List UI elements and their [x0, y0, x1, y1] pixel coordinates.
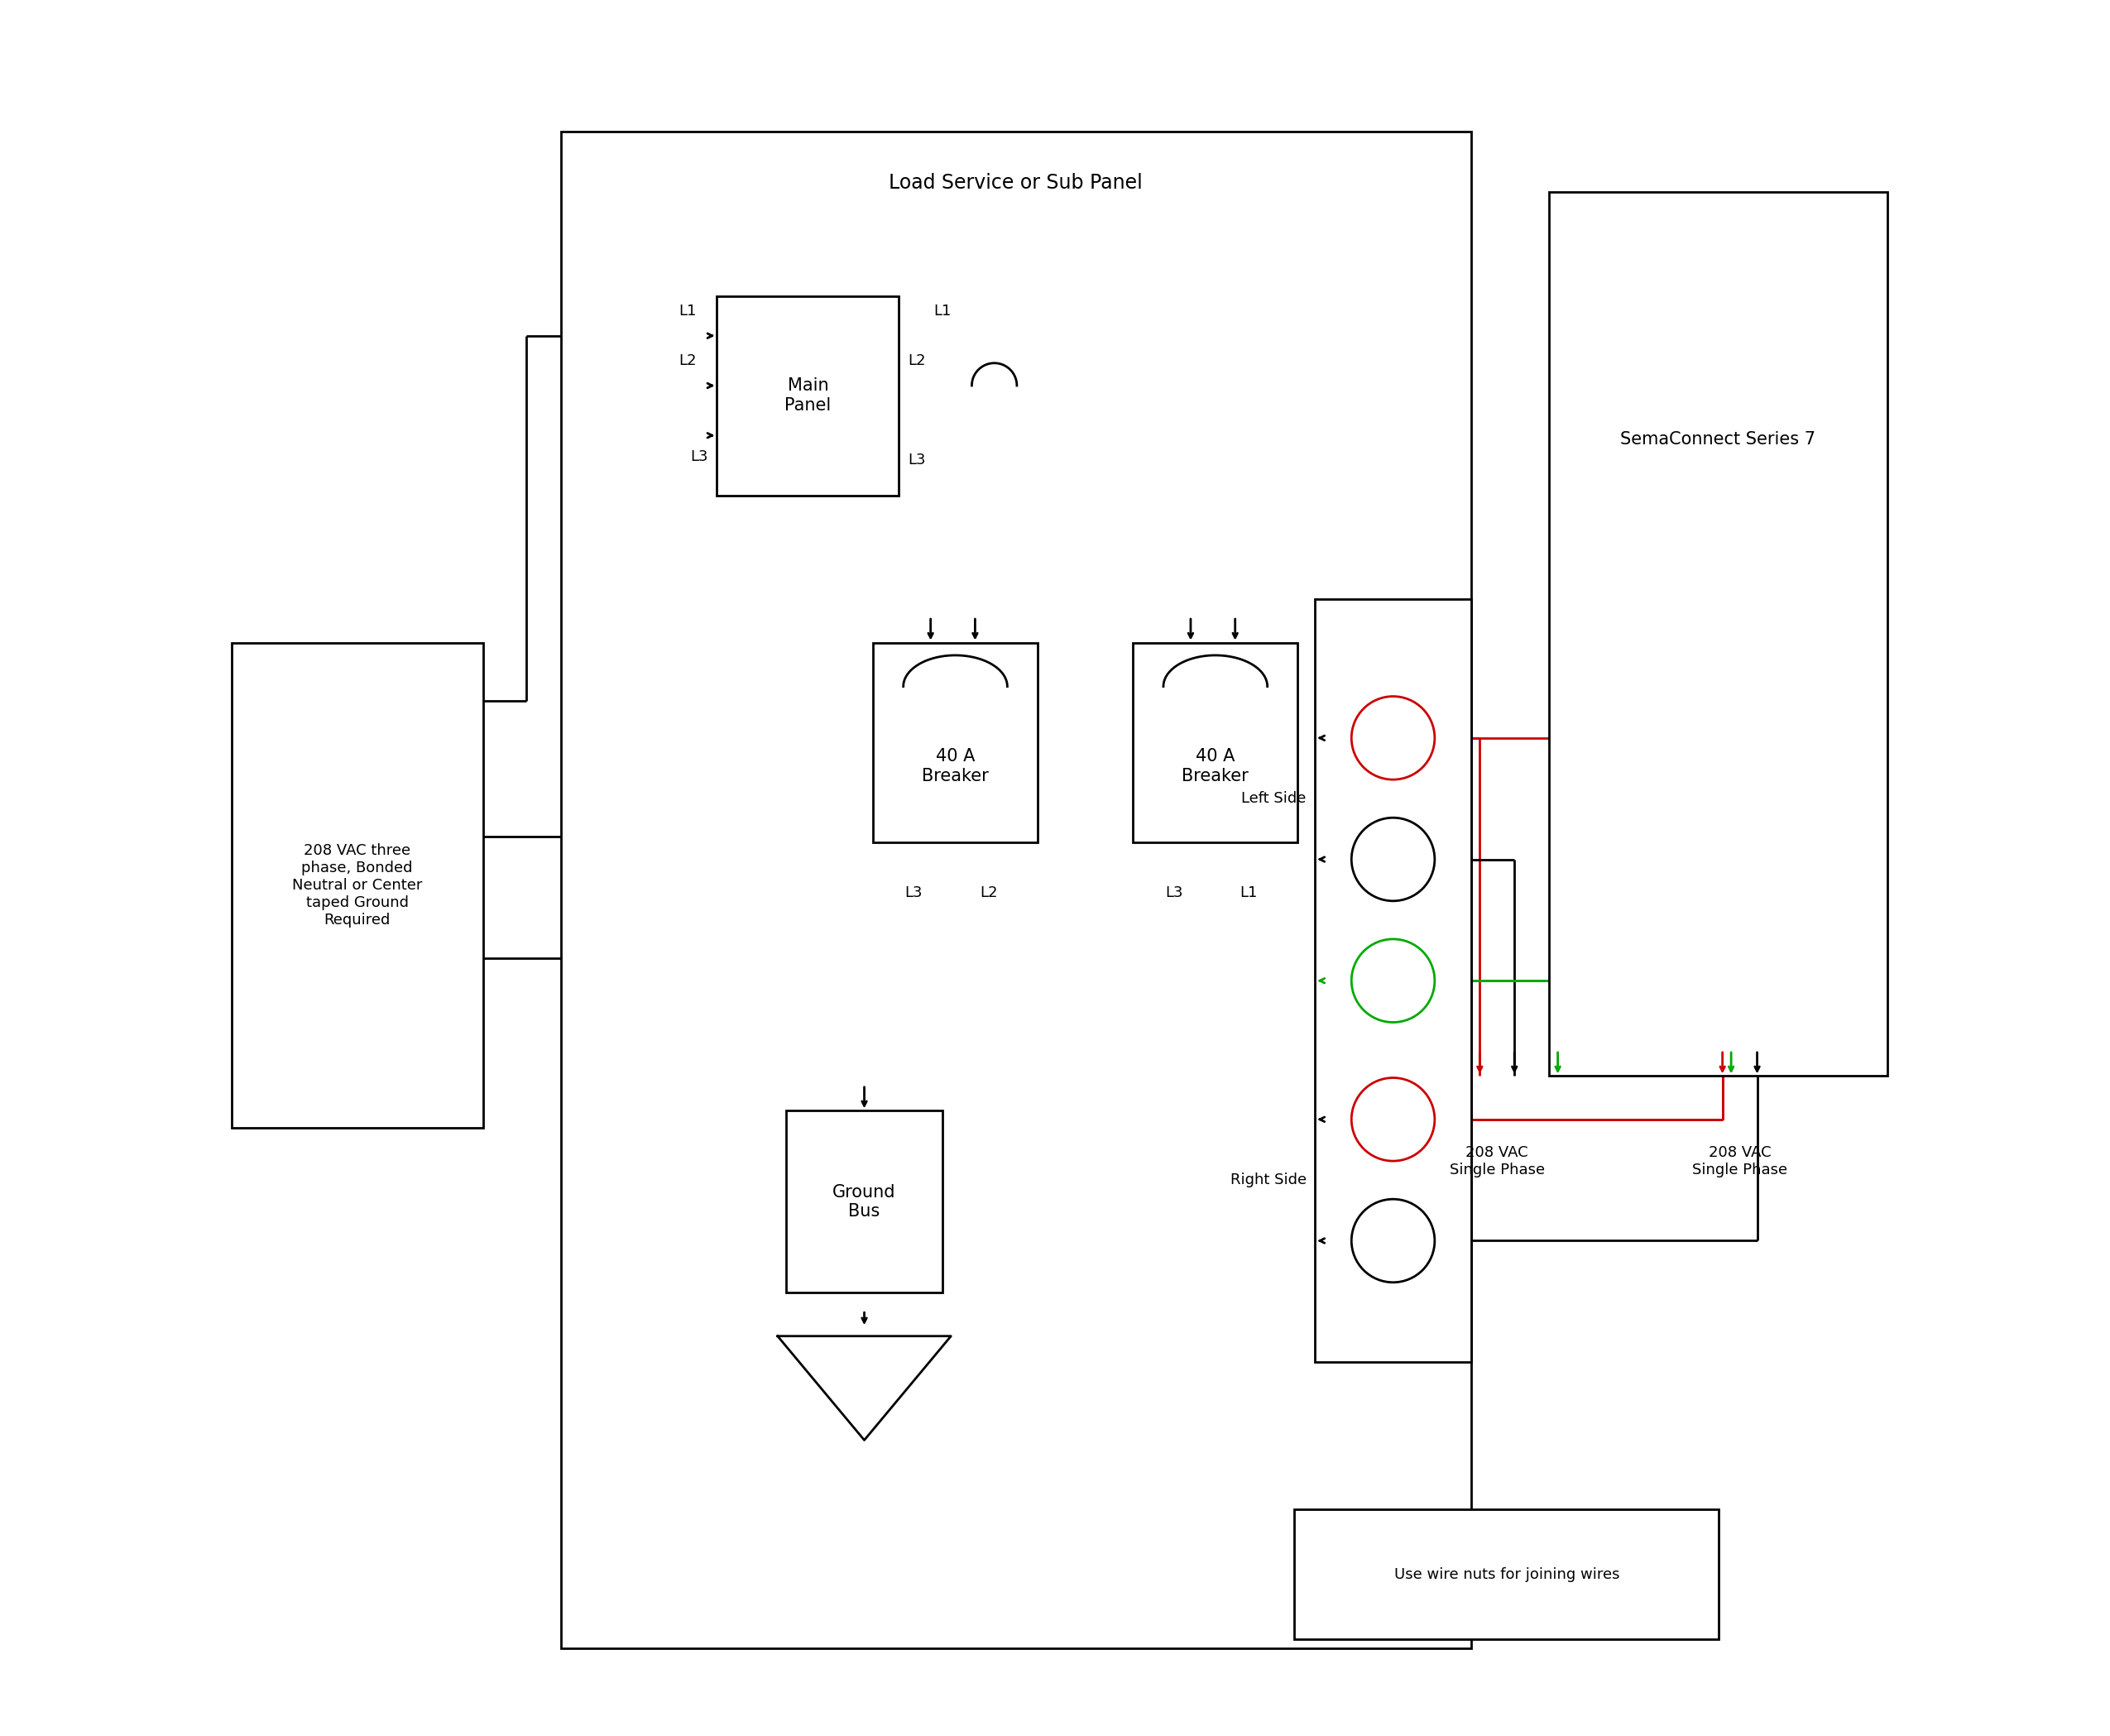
Text: L3: L3 [690, 450, 709, 464]
Text: 40 A
Breaker: 40 A Breaker [1182, 748, 1249, 785]
Text: SemaConnect Series 7: SemaConnect Series 7 [1620, 431, 1817, 448]
Text: L3: L3 [907, 453, 926, 467]
Circle shape [1353, 1078, 1435, 1161]
Text: L2: L2 [907, 354, 926, 368]
Text: Use wire nuts for joining wires: Use wire nuts for joining wires [1395, 1568, 1618, 1581]
Text: L2: L2 [979, 885, 998, 901]
Bar [561, 132, 1471, 1647]
Bar [1315, 599, 1471, 1363]
Text: 208 VAC
Single Phase: 208 VAC Single Phase [1692, 1146, 1787, 1177]
Text: Left Side: Left Side [1241, 792, 1306, 806]
Bar [787, 1111, 943, 1293]
Bar [1133, 642, 1298, 842]
Circle shape [1353, 696, 1435, 779]
Text: Load Service or Sub Panel: Load Service or Sub Panel [888, 174, 1144, 193]
Bar [232, 642, 483, 1128]
Text: 40 A
Breaker: 40 A Breaker [922, 748, 990, 785]
Bar [717, 295, 899, 495]
Bar [1293, 1510, 1720, 1639]
Text: 208 VAC three
phase, Bonded
Neutral or Center
taped Ground
Required: 208 VAC three phase, Bonded Neutral or C… [291, 844, 422, 927]
Text: Ground
Bus: Ground Bus [833, 1184, 897, 1220]
Text: L3: L3 [1165, 885, 1182, 901]
Bar [874, 642, 1038, 842]
Circle shape [1353, 1200, 1435, 1283]
Text: L1: L1 [679, 304, 696, 318]
Circle shape [1353, 818, 1435, 901]
Text: Main
Panel: Main Panel [785, 378, 831, 413]
Text: L1: L1 [1241, 885, 1258, 901]
Text: L2: L2 [677, 354, 696, 368]
Bar [1549, 193, 1886, 1076]
Text: L1: L1 [933, 304, 952, 318]
Text: L3: L3 [905, 885, 922, 901]
Text: Right Side: Right Side [1230, 1172, 1306, 1187]
Circle shape [1353, 939, 1435, 1023]
Text: 208 VAC
Single Phase: 208 VAC Single Phase [1450, 1146, 1545, 1177]
